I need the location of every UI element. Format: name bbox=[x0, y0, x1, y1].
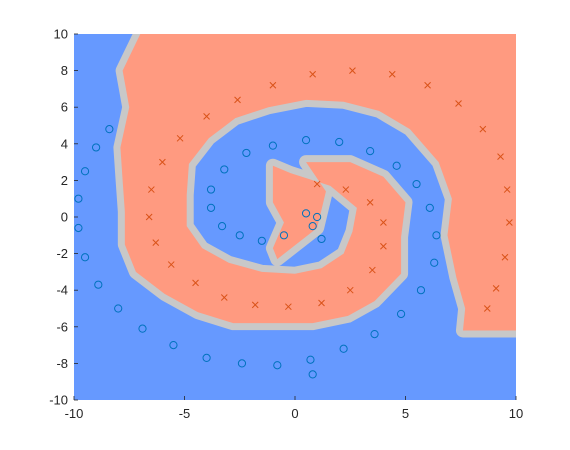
y-tick-label: 10 bbox=[54, 27, 68, 42]
data-point-circle bbox=[220, 165, 229, 174]
data-point-cross bbox=[388, 70, 396, 78]
data-point-cross bbox=[492, 285, 500, 292]
data-point-circle bbox=[308, 370, 317, 379]
data-point-cross bbox=[501, 253, 509, 261]
data-point-circle bbox=[425, 203, 434, 212]
data-point-cross bbox=[313, 180, 321, 188]
x-axis: -10 -5 0 5 10 bbox=[65, 396, 523, 421]
data-point-circle bbox=[80, 253, 90, 262]
data-point-cross bbox=[366, 199, 374, 206]
data-point-circle bbox=[335, 137, 344, 147]
data-point-circle bbox=[206, 203, 216, 212]
data-point-cross bbox=[497, 153, 504, 160]
data-point-cross bbox=[349, 67, 356, 74]
data-point-circle bbox=[273, 361, 282, 370]
data-point-circle bbox=[308, 222, 317, 231]
data-point-cross bbox=[145, 213, 153, 221]
data-point-circle bbox=[339, 344, 348, 353]
data-point-circle bbox=[306, 355, 315, 364]
y-tick-label: 6 bbox=[61, 100, 68, 115]
data-point-cross bbox=[455, 100, 462, 107]
data-point-cross bbox=[346, 286, 354, 294]
data-point-cross bbox=[479, 125, 487, 133]
data-point-cross bbox=[192, 279, 199, 287]
data-point-cross bbox=[203, 112, 210, 120]
data-point-circle bbox=[80, 167, 90, 176]
data-point-circle bbox=[279, 231, 289, 240]
y-tick-label: 2 bbox=[61, 173, 68, 188]
data-point-circle bbox=[217, 222, 227, 231]
decision-regions bbox=[113, 34, 516, 338]
data-point-circle bbox=[242, 148, 251, 158]
data-point-circle bbox=[317, 234, 326, 244]
data-point-circle bbox=[432, 231, 441, 240]
data-point-cross bbox=[269, 81, 277, 89]
data-point-circle bbox=[301, 209, 311, 218]
data-point-cross bbox=[309, 70, 317, 78]
data-point-circle bbox=[301, 136, 311, 145]
y-tick-label: -2 bbox=[56, 246, 68, 261]
data-point-circle bbox=[202, 353, 211, 363]
data-point-circle bbox=[313, 212, 322, 222]
data-point-cross bbox=[506, 219, 513, 226]
y-axis: -10 -8 -6 -4 -2 0 2 4 6 8 10 bbox=[49, 27, 78, 408]
y-tick-label: 4 bbox=[61, 136, 68, 151]
data-point-cross bbox=[424, 81, 431, 89]
data-point-circle bbox=[396, 309, 406, 319]
y-tick-label: 0 bbox=[61, 210, 68, 225]
data-point-circle bbox=[105, 125, 114, 134]
data-point-cross bbox=[251, 301, 259, 309]
y-tick-label: -8 bbox=[56, 356, 68, 371]
series-crosses bbox=[145, 67, 513, 312]
data-point-cross bbox=[176, 134, 184, 142]
data-point-cross bbox=[483, 305, 491, 312]
data-point-circle bbox=[114, 304, 123, 313]
x-tick-label: -10 bbox=[65, 406, 84, 421]
data-point-cross bbox=[152, 239, 160, 246]
data-point-circle bbox=[370, 330, 379, 339]
data-point-cross bbox=[342, 186, 350, 193]
data-point-circle bbox=[138, 324, 147, 333]
data-point-cross bbox=[167, 261, 175, 268]
x-tick-label: 10 bbox=[509, 406, 523, 421]
data-point-circle bbox=[366, 147, 375, 156]
data-point-cross bbox=[159, 158, 166, 166]
data-point-cross bbox=[220, 294, 228, 301]
data-point-circle bbox=[206, 185, 216, 194]
x-tick-label: 5 bbox=[402, 406, 409, 421]
data-point-cross bbox=[380, 219, 387, 226]
data-point-cross bbox=[234, 96, 241, 104]
data-point-circle bbox=[268, 141, 277, 150]
data-point-cross bbox=[380, 242, 387, 250]
data-point-circle bbox=[416, 286, 426, 295]
data-point-cross bbox=[318, 299, 325, 307]
plot-area bbox=[74, 34, 516, 400]
data-point-circle bbox=[412, 179, 421, 189]
data-point-circle bbox=[92, 143, 101, 152]
data-point-cross bbox=[285, 303, 292, 311]
y-tick-label: -10 bbox=[49, 393, 68, 408]
x-tick-label: 0 bbox=[291, 406, 298, 421]
data-point-circle bbox=[94, 280, 103, 289]
data-point-circle bbox=[237, 359, 247, 368]
y-tick-label: 8 bbox=[61, 63, 68, 78]
data-point-circle bbox=[430, 258, 439, 267]
data-point-circle bbox=[74, 223, 83, 233]
data-point-cross bbox=[503, 186, 511, 193]
data-point-circle bbox=[169, 341, 178, 350]
data-point-circle bbox=[392, 161, 401, 170]
data-point-circle bbox=[74, 194, 83, 203]
y-tick-label: -4 bbox=[56, 283, 68, 298]
decision-region-orange bbox=[120, 34, 516, 331]
x-tick-label: -5 bbox=[179, 406, 191, 421]
series-circles bbox=[74, 125, 441, 379]
data-point-circle bbox=[235, 231, 244, 240]
data-point-circle bbox=[257, 236, 266, 245]
data-point-cross bbox=[147, 186, 155, 193]
data-point-cross bbox=[368, 266, 376, 274]
y-tick-label: -6 bbox=[56, 319, 68, 334]
